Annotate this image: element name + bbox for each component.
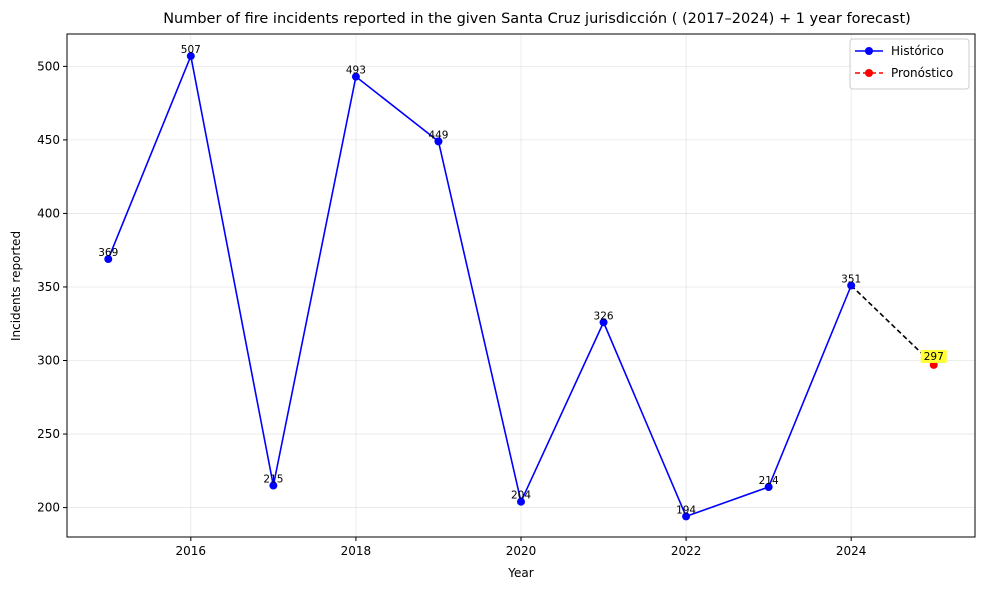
y-tick-label: 200 [37,501,60,515]
x-axis-label: Year [507,566,533,580]
data-labels: 369 507 215 493 449 204 326 194 214 351 297 [98,44,947,516]
series-line-historico [107,53,852,518]
legend-label-historico: Histórico [891,44,944,58]
data-label-historico: 194 [676,504,696,516]
data-label-pronostico: 297 [924,351,944,363]
point-historico [186,52,195,61]
point-historico [682,512,691,521]
y-tick-label: 350 [37,280,60,294]
point-historico [517,497,525,506]
y-tick-label: 400 [37,206,60,220]
y-axis-label: Incidents reported [9,231,23,341]
chart-title: Number of fire incidents reported in the… [163,11,911,27]
forecast-connector-line [850,284,935,366]
y-tick-label: 500 [37,59,60,73]
point-historico [351,72,360,81]
y-axis-ticks: 200 250 300 350 400 450 500 [37,59,67,515]
data-label-historico: 351 [841,274,861,286]
point-historico [269,481,278,490]
y-tick-label: 250 [37,427,60,441]
point-historico [847,281,856,290]
grid [67,34,975,537]
data-label-historico: 204 [511,490,531,502]
point-historico [599,318,608,327]
data-label-historico: 369 [98,247,118,259]
data-label-historico: 326 [594,310,614,322]
data-label-historico: 215 [263,474,283,486]
legend-label-pronostico: Pronóstico [891,66,953,80]
x-tick-label: 2022 [671,544,702,558]
point-historico [434,137,443,146]
data-label-historico: 449 [428,129,448,141]
y-tick-label: 450 [37,133,60,147]
point-historico [764,482,773,491]
x-tick-label: 2020 [506,544,537,558]
x-tick-label: 2016 [176,544,207,558]
legend-marker-pronostico [865,69,873,77]
data-label-historico: 214 [759,475,779,487]
legend: Histórico Pronóstico [849,38,970,90]
x-tick-label: 2018 [341,544,372,558]
y-tick-label: 300 [37,354,60,368]
series-layer [104,52,938,521]
x-axis-ticks: 2016 2018 2020 2022 2024 [176,537,867,558]
data-label-historico: 493 [346,65,366,77]
x-tick-label: 2024 [836,544,867,558]
data-label-highlight [920,349,947,363]
data-label-historico: 507 [181,44,201,56]
point-historico [104,255,113,264]
legend-marker-historico [865,47,873,55]
